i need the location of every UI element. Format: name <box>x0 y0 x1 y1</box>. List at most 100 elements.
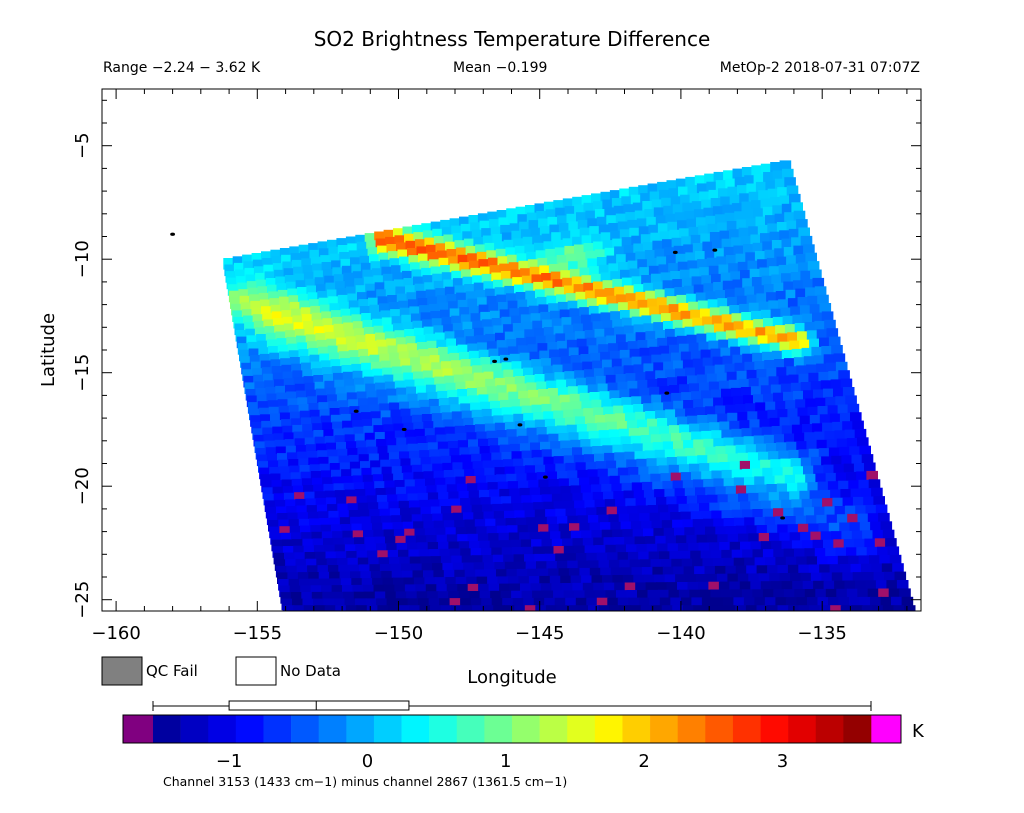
heatmap-cell <box>770 162 782 174</box>
heatmap-cell <box>479 590 492 603</box>
heatmap-cell <box>312 368 324 380</box>
heatmap-cell <box>388 501 400 513</box>
heatmap-cell <box>324 605 337 611</box>
heatmap-cell <box>368 347 380 360</box>
heatmap-cell <box>404 429 417 442</box>
heatmap-cell <box>467 483 479 495</box>
heatmap-cell <box>612 529 624 541</box>
heatmap-cell <box>600 351 612 364</box>
heatmap-cell <box>725 485 738 498</box>
heatmap-cell <box>800 457 813 470</box>
heatmap-cell <box>282 261 294 274</box>
heatmap-cell <box>363 530 375 542</box>
heatmap-cell <box>436 584 448 596</box>
heatmap-cell <box>776 222 789 234</box>
heatmap-cell <box>596 597 609 610</box>
heatmap-cell <box>793 245 805 258</box>
heatmap-cell <box>644 209 656 221</box>
heatmap-cell <box>545 509 557 521</box>
heatmap-cell <box>281 364 293 377</box>
heatmap-cell <box>643 323 655 335</box>
heatmap-cell <box>348 300 361 312</box>
heatmap-cell <box>568 477 581 490</box>
heatmap-cell <box>807 482 819 494</box>
heatmap-cell <box>454 519 466 532</box>
heatmap-cell <box>551 318 564 330</box>
heatmap-cell <box>603 491 615 504</box>
heatmap-cell <box>674 527 686 540</box>
heatmap-cell <box>757 410 769 423</box>
heatmap-cell <box>387 494 399 506</box>
heatmap-cell <box>731 589 743 601</box>
colorbar-segment <box>456 715 485 743</box>
y-tick-label: −25 <box>72 581 93 619</box>
heatmap-cell <box>336 288 348 300</box>
heatmap-cell <box>507 215 520 228</box>
heatmap-cell <box>302 598 315 611</box>
heatmap-cell <box>648 465 660 478</box>
heatmap-cell <box>675 178 688 191</box>
heatmap-cell <box>467 388 479 400</box>
heatmap-cell <box>519 443 532 455</box>
heatmap-cell <box>264 500 277 512</box>
heatmap-cell <box>762 351 774 364</box>
heatmap-cell <box>521 360 533 372</box>
heatmap-cell <box>496 430 509 442</box>
heatmap-cell <box>541 494 554 506</box>
heatmap-cell <box>806 440 818 453</box>
heatmap-cell <box>303 485 315 497</box>
heatmap-cell <box>246 395 259 408</box>
heatmap-cell <box>782 168 794 181</box>
heatmap-cell <box>435 288 447 300</box>
heatmap-cell <box>744 361 756 374</box>
heatmap-cell <box>764 597 777 609</box>
heatmap-cell <box>548 568 560 580</box>
heatmap-cell <box>291 308 303 321</box>
heatmap-cell <box>326 289 339 302</box>
heatmap-cell <box>337 294 350 307</box>
heatmap-cell <box>623 204 635 216</box>
heatmap-cell <box>398 549 410 562</box>
heatmap-cell <box>280 592 292 604</box>
heatmap-cell <box>438 398 451 410</box>
heatmap-cell <box>443 419 455 431</box>
heatmap-cell <box>387 445 400 457</box>
heatmap-cell <box>540 583 553 595</box>
heatmap-cell <box>639 267 651 279</box>
heatmap-cell <box>571 276 584 289</box>
heatmap-cell <box>842 387 855 399</box>
heatmap-cell <box>717 298 729 310</box>
heatmap-cell <box>332 421 344 434</box>
heatmap-cell <box>296 390 308 403</box>
heatmap-cell <box>699 589 712 602</box>
heatmap-cell <box>687 375 699 387</box>
heatmap-cell <box>699 463 711 475</box>
heatmap-cell <box>384 431 397 443</box>
heatmap-cell <box>562 238 575 250</box>
heatmap-cell <box>632 443 645 455</box>
heatmap-cell <box>658 504 670 517</box>
heatmap-cell <box>444 375 456 388</box>
heatmap-cell <box>374 231 386 244</box>
heatmap-cell <box>836 514 849 526</box>
heatmap-cell <box>509 353 522 366</box>
heatmap-cell <box>720 347 732 360</box>
heatmap-cell <box>647 418 659 431</box>
heatmap-cell <box>348 454 361 467</box>
heatmap-cell <box>555 508 567 521</box>
heatmap-cell <box>647 379 659 391</box>
heatmap-cell <box>610 567 623 579</box>
heatmap-cell <box>586 507 598 519</box>
heatmap-cell <box>561 583 574 595</box>
heatmap-cell <box>556 379 568 392</box>
heatmap-cell <box>520 583 532 595</box>
heatmap-cell <box>550 310 562 323</box>
heatmap-cell <box>425 584 438 596</box>
heatmap-cell <box>758 377 771 389</box>
heatmap-cell <box>300 251 312 264</box>
heatmap-cell <box>501 362 514 374</box>
heatmap-cell <box>548 264 561 276</box>
heatmap-cell <box>739 581 752 593</box>
heatmap-cell <box>375 382 387 395</box>
heatmap-cell <box>318 456 330 469</box>
